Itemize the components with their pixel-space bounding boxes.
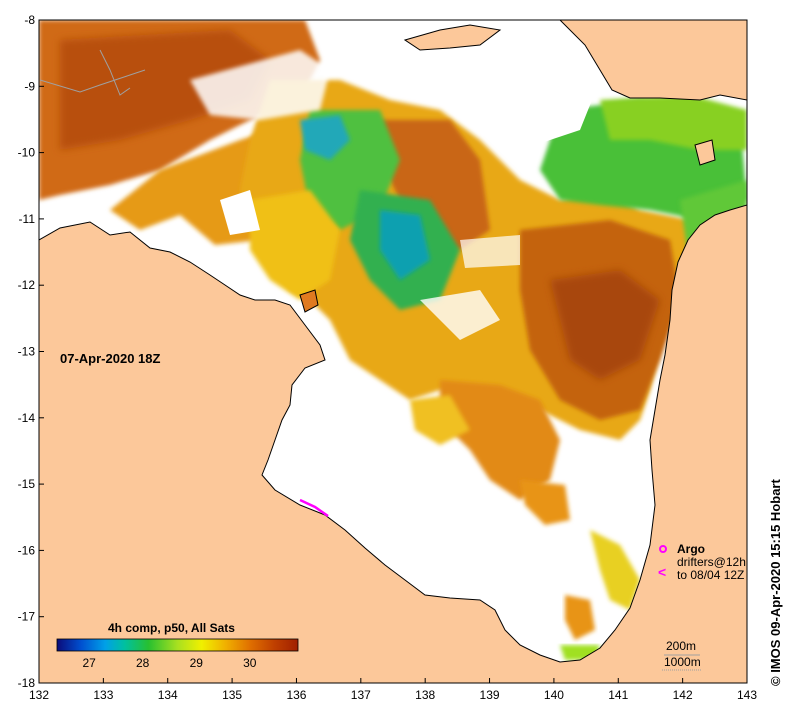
y-tick-label: -12 [18, 278, 36, 292]
x-tick-label: 142 [673, 688, 693, 702]
y-tick-label: -10 [18, 146, 36, 160]
colorbar-gradient [56, 638, 299, 652]
contour-line-1000m [99, 49, 131, 96]
y-tick-label: -17 [18, 610, 36, 624]
x-tick-label: 134 [158, 688, 178, 702]
y-tick-label: -16 [18, 543, 36, 557]
x-tick-label: 139 [480, 688, 500, 702]
x-tick-label: 132 [29, 688, 49, 702]
x-tick-label: 141 [608, 688, 628, 702]
colorbar-title: 4h comp, p50, All Sats [108, 621, 235, 635]
colorbar-tick-label: 28 [136, 656, 150, 670]
credit-label: © IMOS 09-Apr-2020 15:15 Hobart [768, 479, 783, 686]
contour-line-200m [39, 69, 146, 93]
date-label: 07-Apr-2020 18Z [60, 351, 160, 366]
colorbar-tick-label: 30 [243, 656, 257, 670]
x-tick-label: 137 [351, 688, 371, 702]
x-tick-label: 140 [544, 688, 564, 702]
x-axis: 132 133 134 135 136 137 138 139 140 141 142 143 [29, 678, 757, 702]
colorbar-ticks: 27 28 29 30 [82, 656, 256, 670]
platform-legend: Argo drifters@12h < to 08/04 12Z [658, 542, 746, 582]
drifter-symbol-icon: < [658, 564, 666, 580]
drifter-track [299, 498, 329, 518]
argo-label: Argo [677, 542, 705, 556]
colorbar: 4h comp, p50, All Sats 27 28 29 30 [56, 621, 299, 670]
contour-legend: 200m 1000m [662, 639, 702, 671]
y-tick-label: -14 [18, 411, 36, 425]
x-tick-label: 138 [415, 688, 435, 702]
colorbar-tick-label: 29 [190, 656, 204, 670]
argo-symbol-icon [659, 545, 667, 553]
drifters-to-label: to 08/04 12Z [677, 568, 744, 582]
contour-label-1000m: 1000m [664, 655, 701, 669]
y-tick-label: -11 [19, 212, 36, 226]
x-tick-label: 135 [222, 688, 242, 702]
y-tick-label: -9 [24, 79, 35, 93]
x-tick-label: 133 [93, 688, 113, 702]
sst-data-layer [39, 20, 747, 660]
land-layer [39, 20, 747, 683]
y-axis: -8 -9 -10 -11 -12 -13 -14 -15 -16 -17 -18 [18, 13, 44, 690]
y-tick-label: -18 [18, 676, 36, 690]
y-tick-label: -8 [24, 13, 35, 27]
y-tick-label: -15 [18, 477, 36, 491]
drifters-label: drifters@12h [677, 555, 746, 569]
colorbar-tick-label: 27 [82, 656, 96, 670]
y-tick-label: -13 [18, 345, 36, 359]
x-tick-label: 136 [286, 688, 306, 702]
x-tick-label: 143 [737, 688, 757, 702]
contour-label-200m: 200m [666, 639, 696, 653]
